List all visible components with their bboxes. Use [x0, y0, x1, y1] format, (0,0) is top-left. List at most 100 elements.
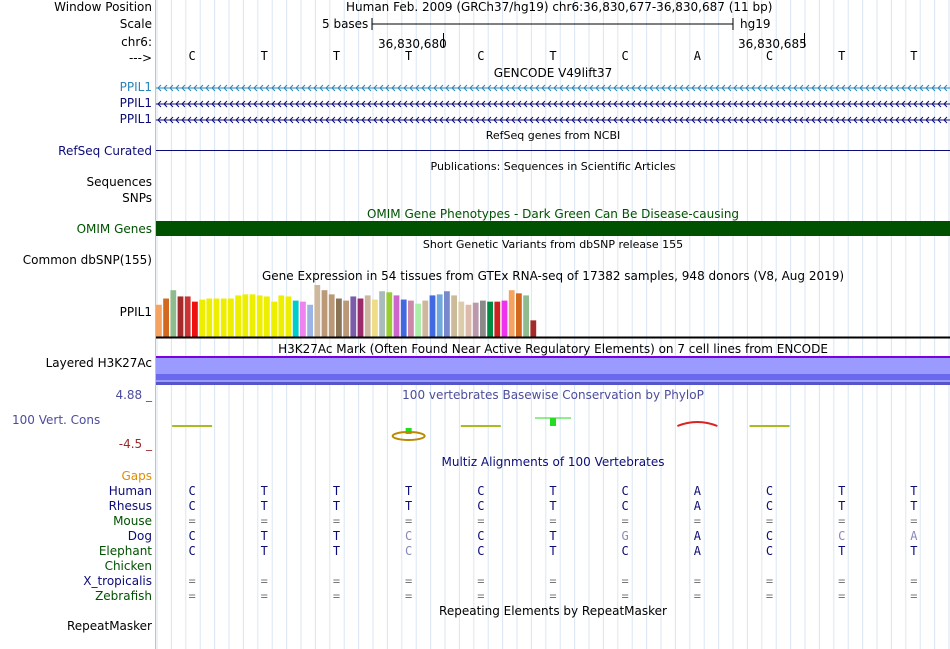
strand-chevron	[841, 100, 846, 108]
gtex-tissue-bar	[199, 299, 205, 337]
h3k27ac-title[interactable]: H3K27Ac Mark (Often Found Near Active Re…	[278, 342, 828, 356]
gtex-tissue-bar	[429, 295, 436, 337]
strand-chevron	[775, 116, 780, 124]
base-letter: T	[260, 49, 268, 63]
publications-title[interactable]: Publications: Sequences in Scientific Ar…	[430, 160, 676, 173]
strand-chevron	[307, 116, 312, 124]
strand-chevron	[283, 116, 288, 124]
strand-chevron	[433, 100, 438, 108]
strand-chevron	[367, 84, 372, 92]
multiz-base: C	[188, 544, 196, 558]
strand-chevron	[427, 116, 432, 124]
strand-chevron	[583, 84, 588, 92]
strand-chevron	[889, 116, 894, 124]
strand-chevron	[163, 84, 168, 92]
multiz-base: A	[693, 499, 701, 513]
gencode-title[interactable]: GENCODE V49lift37	[493, 66, 613, 80]
phylop-plot[interactable]	[156, 400, 950, 450]
multiz-species-label[interactable]: Human	[108, 484, 152, 498]
strand-chevron	[277, 100, 282, 108]
repeatmasker-title[interactable]: Repeating Elements by RepeatMasker	[439, 604, 667, 618]
strand-chevron	[661, 116, 666, 124]
multiz-base: C	[477, 529, 485, 543]
dbsnp-title[interactable]: Short Genetic Variants from dbSNP releas…	[422, 238, 684, 251]
strand-chevron	[199, 100, 204, 108]
strand-chevron	[427, 84, 432, 92]
multiz-base: C	[477, 499, 485, 513]
multiz-base: T	[549, 529, 557, 543]
strand-chevron	[799, 100, 804, 108]
strand-chevron	[181, 100, 186, 108]
gencode-transcript-label[interactable]: PPIL1	[119, 80, 152, 94]
multiz-species-label[interactable]: X_tropicalis	[83, 574, 152, 588]
h3k27ac-signal[interactable]	[156, 356, 950, 385]
refseq-gene-line[interactable]	[156, 150, 950, 151]
multiz-base: =	[910, 514, 918, 528]
phylop-label[interactable]: 100 Vert. Cons	[12, 413, 101, 427]
gaps-label[interactable]: Gaps	[121, 469, 152, 483]
gtex-tissue-bar	[170, 290, 177, 337]
gencode-transcript-line[interactable]	[156, 83, 950, 93]
strand-chevron	[175, 84, 180, 92]
strand-chevron	[835, 84, 840, 92]
multiz-base: =	[477, 574, 485, 588]
gtex-tissue-bar	[328, 294, 335, 337]
refseq-title[interactable]: RefSeq genes from NCBI	[485, 129, 621, 142]
gencode-transcript-label[interactable]: PPIL1	[119, 112, 152, 126]
snps-label[interactable]: SNPs	[122, 191, 152, 205]
strand-chevron	[379, 84, 384, 92]
multiz-base: =	[332, 574, 341, 588]
multiz-species-label[interactable]: Elephant	[98, 544, 152, 558]
omim-phenotype-bar[interactable]	[156, 221, 950, 236]
repeatmasker-label[interactable]: RepeatMasker	[66, 619, 152, 633]
multiz-species-label[interactable]: Zebrafish	[95, 589, 152, 603]
multiz-species-label[interactable]: Mouse	[113, 514, 152, 528]
window-position-value[interactable]: Human Feb. 2009 (GRCh37/hg19) chr6:36,83…	[346, 0, 773, 14]
strand-chevron	[499, 84, 504, 92]
strand-chevron	[157, 116, 162, 124]
strand-chevron	[667, 116, 672, 124]
dbsnp-label[interactable]: Common dbSNP(155)	[22, 253, 152, 267]
gtex-gene-label[interactable]: PPIL1	[119, 305, 152, 319]
strand-chevron	[295, 116, 300, 124]
strand-chevron	[517, 116, 522, 124]
strand-chevron	[403, 100, 408, 108]
strand-chevron	[295, 100, 300, 108]
coord-2-tick	[804, 33, 805, 47]
refseq-label[interactable]: RefSeq Curated	[58, 144, 152, 158]
h3k27ac-label[interactable]: Layered H3K27Ac	[45, 356, 152, 370]
strand-chevron	[583, 100, 588, 108]
strand-chevron	[931, 100, 936, 108]
strand-chevron	[835, 100, 840, 108]
strand-chevron	[325, 116, 330, 124]
strand-chevron	[223, 100, 228, 108]
gtex-tissue-bar	[300, 301, 306, 337]
multiz-species-label[interactable]: Rhesus	[108, 499, 152, 513]
strand-chevron	[589, 100, 594, 108]
sequences-label[interactable]: Sequences	[86, 175, 152, 189]
omim-title[interactable]: OMIM Gene Phenotypes - Dark Green Can Be…	[366, 207, 740, 221]
multiz-title[interactable]: Multiz Alignments of 100 Vertebrates	[441, 455, 665, 469]
strand-chevron	[415, 84, 420, 92]
gencode-transcript-line[interactable]	[156, 99, 950, 109]
multiz-base: =	[693, 574, 701, 588]
multiz-species-label[interactable]: Dog	[127, 529, 152, 543]
phylop-title[interactable]: 100 vertebrates Basewise Conservation by…	[402, 388, 704, 402]
gencode-transcript-label[interactable]: PPIL1	[119, 96, 152, 110]
strand-chevron	[235, 100, 240, 108]
omim-label[interactable]: OMIM Genes	[76, 222, 152, 236]
multiz-species-label[interactable]: Chicken	[104, 559, 152, 573]
gencode-transcript-line[interactable]	[156, 115, 950, 125]
strand-chevron	[769, 116, 774, 124]
gtex-bar-chart[interactable]	[156, 283, 950, 339]
strand-chevron	[493, 100, 498, 108]
multiz-base: G	[621, 529, 629, 543]
strand-chevron	[241, 116, 246, 124]
strand-chevron	[769, 84, 774, 92]
strand-chevron	[721, 100, 726, 108]
gtex-title[interactable]: Gene Expression in 54 tissues from GTEx …	[261, 269, 845, 283]
strand-chevron	[655, 84, 660, 92]
strand-chevron	[679, 116, 684, 124]
strand-chevron	[469, 100, 474, 108]
strand-chevron	[637, 84, 642, 92]
